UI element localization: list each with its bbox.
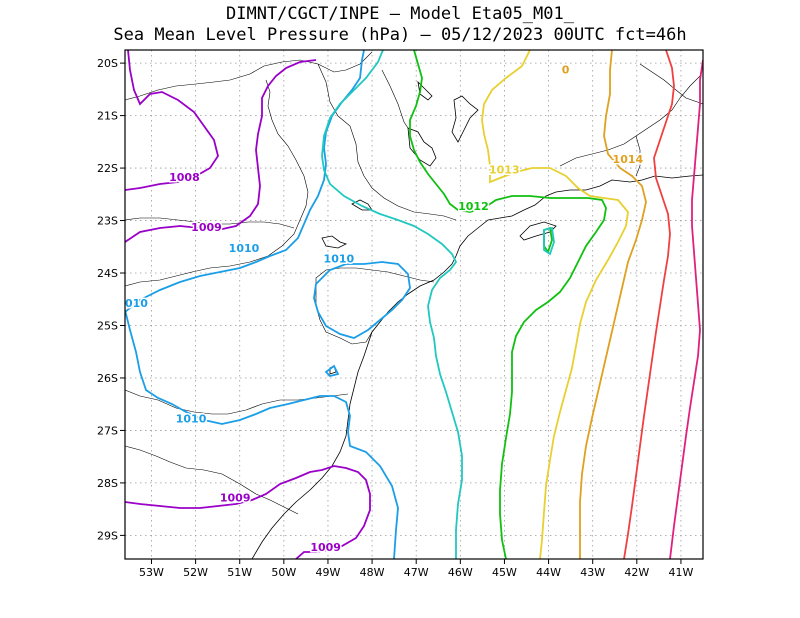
isobar-1009-south [125, 465, 371, 559]
isobar-label: 1012 [458, 200, 489, 213]
graticule [125, 50, 703, 559]
isobar-1016 [669, 59, 703, 559]
isobar-label: 1014 [613, 153, 644, 166]
y-tick-label: 20S [97, 57, 118, 70]
isobar-label: 1009 [191, 221, 222, 234]
x-tick-label: 43W [580, 566, 605, 579]
isobar-1011 [321, 50, 463, 559]
y-tick-label: 26S [97, 372, 118, 385]
isobar-1012-small [543, 226, 553, 255]
y-tick-label: 27S [97, 424, 118, 437]
isobar-label: 1009 [220, 491, 251, 504]
chart-title-line-2: Sea Mean Level Pressure (hPa) – 05/12/20… [113, 25, 687, 45]
x-tick-label: 52W [183, 566, 208, 579]
isobar-label: 0 [562, 64, 570, 77]
isobar-1015 [623, 50, 675, 559]
axis-ticks: 53W 52W 51W 50W 49W 48W 47W 46W 45W 44W 43W 42W 41W 2… [97, 57, 693, 579]
y-tick-label: 25S [97, 319, 118, 332]
x-tick-label: 42W [624, 566, 649, 579]
isobar-1010-mid [125, 309, 399, 559]
y-tick-label: 29S [97, 529, 118, 542]
x-tick-label: 41W [669, 566, 694, 579]
isobar-1008 [125, 50, 219, 191]
isobar-label: 1008 [169, 171, 200, 184]
isobar-label: 1010 [324, 253, 355, 266]
isobar-label: 010 [125, 297, 148, 310]
isobar-label: 1009 [310, 541, 341, 554]
isobar-1010-blob [324, 364, 340, 377]
isobar-1010-loop [313, 261, 411, 339]
y-tick-label: 22S [97, 162, 118, 175]
isobar-1012-cell [543, 226, 555, 256]
y-tick-label: 21S [97, 110, 118, 123]
x-tick-label: 47W [404, 566, 429, 579]
isobar-1009-north [125, 59, 317, 243]
x-tick-label: 50W [271, 566, 296, 579]
isobar-label: 1010 [176, 413, 207, 426]
chart-title-line-1: DIMNT/CGCT/INPE – Model Eta05_M01_ [226, 4, 574, 24]
plot-frame [124, 49, 704, 560]
x-tick-label: 51W [227, 566, 252, 579]
state-borders [125, 51, 703, 515]
x-tick-label: 48W [360, 566, 385, 579]
x-tick-label: 49W [316, 566, 341, 579]
isobar-labels: 1008 1009 1010 1010 010 1010 1009 1009 1012 1013 1… [124, 62, 646, 556]
y-tick-label: 23S [97, 215, 118, 228]
isobar-label: 1010 [229, 242, 260, 255]
isobars [125, 50, 703, 559]
isobar-1013 [481, 50, 629, 559]
x-tick-label: 53W [139, 566, 164, 579]
isobar-1012 [409, 50, 607, 559]
x-tick-label: 44W [536, 566, 561, 579]
y-tick-label: 24S [97, 267, 118, 280]
y-tick-label: 28S [97, 477, 118, 490]
isobar-label: 1013 [489, 163, 520, 176]
x-tick-label: 46W [448, 566, 473, 579]
isobar-1014 [579, 50, 647, 559]
x-tick-label: 45W [492, 566, 517, 579]
